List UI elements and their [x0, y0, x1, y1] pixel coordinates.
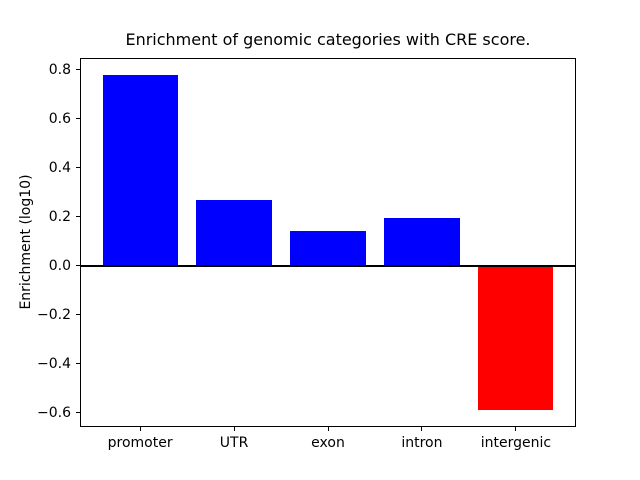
- y-tick: [76, 216, 80, 218]
- x-tick-exon: [327, 427, 329, 431]
- x-tick-label-promoter: promoter: [107, 435, 173, 451]
- zero-line: [80, 264, 576, 267]
- x-tick-UTR: [233, 427, 235, 431]
- y-tick: [76, 118, 80, 120]
- y-tick-label: 0.0: [48, 257, 71, 274]
- bar-intergenic: [478, 265, 554, 411]
- bar-UTR: [196, 199, 272, 266]
- y-tick: [76, 167, 80, 169]
- bar-promoter: [102, 74, 178, 266]
- y-tick: [76, 412, 80, 414]
- x-tick-label-intergenic: intergenic: [480, 435, 552, 451]
- bar-exon: [290, 231, 366, 266]
- y-tick-label: −0.2: [37, 306, 71, 323]
- y-tick: [76, 314, 80, 316]
- y-tick: [76, 363, 80, 365]
- x-tick-intron: [421, 427, 423, 431]
- y-tick-label: 0.6: [48, 110, 71, 127]
- y-tick-label: −0.4: [37, 355, 71, 372]
- x-tick-label-intron: intron: [401, 435, 443, 451]
- y-tick: [76, 265, 80, 267]
- y-tick-label: 0.4: [48, 159, 71, 176]
- x-tick-intergenic: [515, 427, 517, 431]
- y-tick-label: 0.8: [48, 61, 71, 78]
- y-tick: [76, 69, 80, 71]
- x-tick-label-exon: exon: [311, 435, 345, 451]
- chart-title: Enrichment of genomic categories with CR…: [125, 30, 531, 49]
- y-tick-label: −0.6: [37, 404, 71, 421]
- x-tick-promoter: [139, 427, 141, 431]
- x-tick-label-UTR: UTR: [219, 435, 249, 451]
- bar-intron: [384, 218, 460, 266]
- y-axis-label: Enrichment (log10): [18, 174, 34, 310]
- y-tick-label: 0.2: [48, 208, 71, 225]
